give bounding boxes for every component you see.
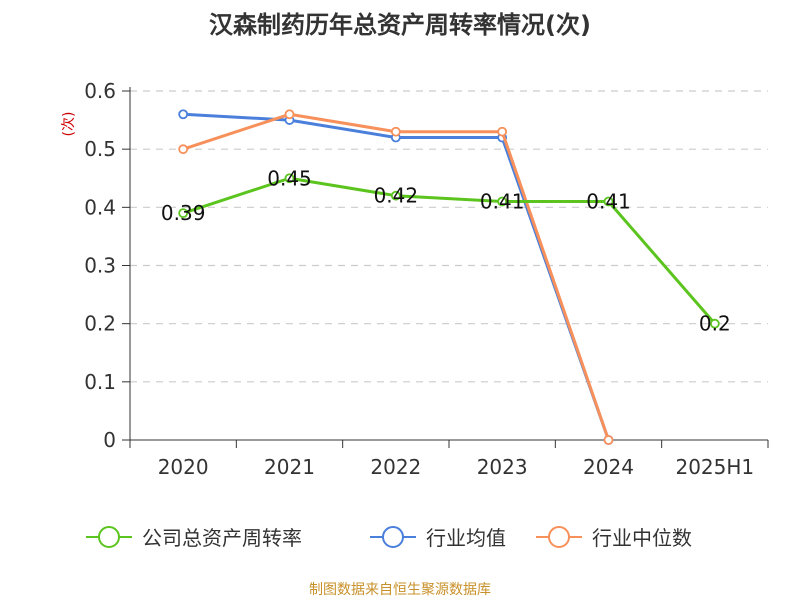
legend-swatch-marker xyxy=(382,526,404,548)
data-point[interactable] xyxy=(178,144,189,155)
grid-lines xyxy=(130,90,768,383)
data-point[interactable] xyxy=(709,318,720,329)
legend-label: 行业中位数 xyxy=(592,526,692,550)
legend-swatch-marker xyxy=(548,526,570,548)
y-tick-label: 0.3 xyxy=(84,254,116,278)
data-point[interactable] xyxy=(390,190,401,201)
axes: 0 0.1 0.2 0.3 0.4 0.5 0.6 2020 2021 2022 2023 2024 2… xyxy=(84,79,769,479)
x-tick-label: 2023 xyxy=(477,455,528,479)
x-tick-label: 2020 xyxy=(158,455,209,479)
legend[interactable]: 公司总资产周转率 行业均值 行业中位数 xyxy=(86,526,692,550)
y-tick-label: 0.5 xyxy=(84,137,116,161)
data-point[interactable] xyxy=(497,196,508,207)
x-tick-label: 2025H1 xyxy=(675,455,754,479)
data-label: 0.45 xyxy=(267,166,312,190)
x-tick-label: 2022 xyxy=(370,455,421,479)
data-label: 0.39 xyxy=(161,201,206,225)
data-point[interactable] xyxy=(284,109,295,120)
data-label: 0.41 xyxy=(480,190,525,214)
legend-item-0[interactable]: 公司总资产周转率 xyxy=(86,526,302,550)
source-note: 制图数据来自恒生聚源数据库 xyxy=(309,582,491,598)
y-axis-label: (次) xyxy=(61,112,77,137)
series-layer xyxy=(178,109,720,445)
data-point[interactable] xyxy=(178,109,189,120)
data-point[interactable] xyxy=(390,126,401,137)
series-line-0 xyxy=(182,176,716,325)
y-tick-label: 0.4 xyxy=(84,195,116,219)
legend-label: 公司总资产周转率 xyxy=(142,526,302,550)
data-label: 0.2 xyxy=(699,312,731,336)
chart-title: 汉森制药历年总资产周转率情况(次) xyxy=(209,11,591,39)
x-tick-label: 2024 xyxy=(583,455,634,479)
data-point[interactable] xyxy=(603,435,614,445)
data-point[interactable] xyxy=(178,208,189,219)
y-tick-label: 0.1 xyxy=(84,370,116,394)
legend-item-1[interactable]: 行业均值 xyxy=(370,526,506,550)
data-label: 0.41 xyxy=(586,190,631,214)
series-line-2 xyxy=(182,112,610,441)
series-line-1 xyxy=(183,112,610,441)
x-tick-label: 2021 xyxy=(264,455,315,479)
legend-swatch-marker xyxy=(98,526,120,548)
data-point[interactable] xyxy=(603,196,614,207)
y-tick-label: 0.2 xyxy=(84,312,116,336)
data-point[interactable] xyxy=(497,126,508,137)
data-label: 0.42 xyxy=(374,184,419,208)
data-labels: 0.39 0.45 0.42 0.41 0.41 0.2 xyxy=(161,166,731,335)
legend-label: 行业均值 xyxy=(426,526,506,550)
y-tick-label: 0.6 xyxy=(84,79,116,103)
data-point[interactable] xyxy=(284,173,295,184)
y-tick-label: 0 xyxy=(103,428,116,452)
legend-item-2[interactable]: 行业中位数 xyxy=(536,526,692,550)
